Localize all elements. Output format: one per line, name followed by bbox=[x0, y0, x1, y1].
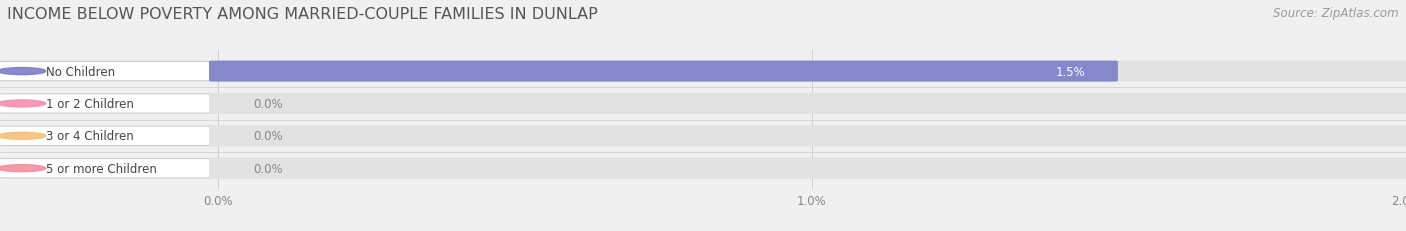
FancyBboxPatch shape bbox=[0, 159, 215, 178]
Text: 1 or 2 Children: 1 or 2 Children bbox=[46, 97, 134, 110]
Circle shape bbox=[0, 68, 46, 75]
Text: 0.0%: 0.0% bbox=[253, 97, 283, 110]
FancyBboxPatch shape bbox=[209, 61, 1118, 82]
FancyBboxPatch shape bbox=[209, 94, 1406, 115]
Circle shape bbox=[0, 133, 46, 140]
Text: Source: ZipAtlas.com: Source: ZipAtlas.com bbox=[1274, 7, 1399, 20]
FancyBboxPatch shape bbox=[0, 62, 215, 82]
FancyBboxPatch shape bbox=[0, 94, 215, 114]
Text: 5 or more Children: 5 or more Children bbox=[46, 162, 156, 175]
FancyBboxPatch shape bbox=[0, 127, 215, 146]
FancyBboxPatch shape bbox=[209, 158, 1406, 179]
Text: 0.0%: 0.0% bbox=[253, 130, 283, 143]
FancyBboxPatch shape bbox=[209, 61, 1406, 82]
Text: 3 or 4 Children: 3 or 4 Children bbox=[46, 130, 134, 143]
Text: 1.5%: 1.5% bbox=[1056, 65, 1085, 78]
Text: 0.0%: 0.0% bbox=[253, 162, 283, 175]
Text: No Children: No Children bbox=[46, 65, 115, 78]
FancyBboxPatch shape bbox=[209, 126, 1406, 147]
Circle shape bbox=[0, 100, 46, 108]
Circle shape bbox=[0, 165, 46, 172]
Text: INCOME BELOW POVERTY AMONG MARRIED-COUPLE FAMILIES IN DUNLAP: INCOME BELOW POVERTY AMONG MARRIED-COUPL… bbox=[7, 7, 598, 22]
